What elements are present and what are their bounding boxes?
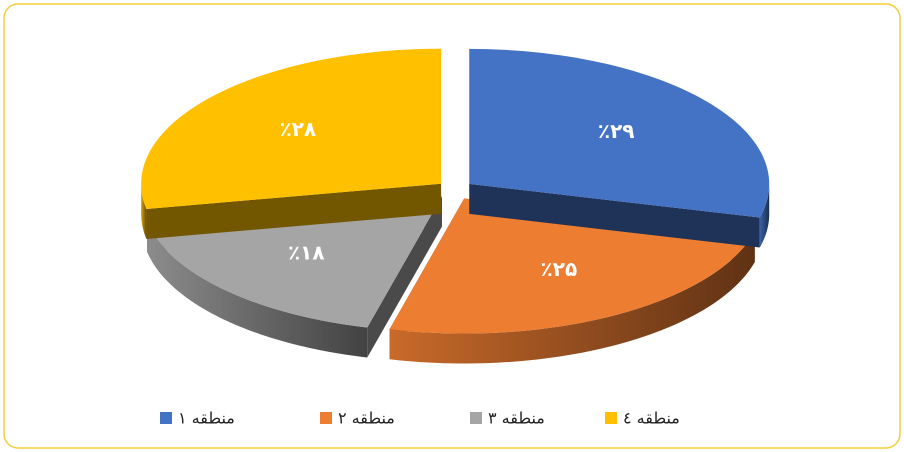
legend-swatch xyxy=(470,412,482,424)
data-label: ٪۱۸ xyxy=(288,241,325,265)
legend-swatch xyxy=(320,412,332,424)
slice xyxy=(141,48,442,209)
legend-swatch xyxy=(605,412,617,424)
slice-side xyxy=(759,183,770,248)
slice-wall xyxy=(469,183,760,248)
slice xyxy=(469,48,770,218)
data-label: ٪۲۵ xyxy=(541,257,578,281)
pie: ٪۲۹ ٪۲۵ ٪۱۸ ٪۲۸ xyxy=(141,48,770,364)
data-label: ٪۲۹ xyxy=(598,119,635,143)
slice-side xyxy=(141,183,147,239)
legend-label: منطقه ۱ xyxy=(178,409,235,428)
legend-label: منطقه ۲ xyxy=(338,409,395,428)
slice-side xyxy=(147,222,368,358)
legend: منطقه ۱ منطقه ۲ منطقه ۳ منطقه ٤ xyxy=(160,409,680,428)
legend-swatch xyxy=(160,412,172,424)
legend-label: منطقه ۳ xyxy=(488,409,545,428)
slice-wall xyxy=(367,196,442,358)
slice-wall xyxy=(146,183,442,239)
legend-label: منطقه ٤ xyxy=(623,409,680,428)
data-label: ٪۲۸ xyxy=(280,117,317,141)
slice-side xyxy=(389,232,755,364)
